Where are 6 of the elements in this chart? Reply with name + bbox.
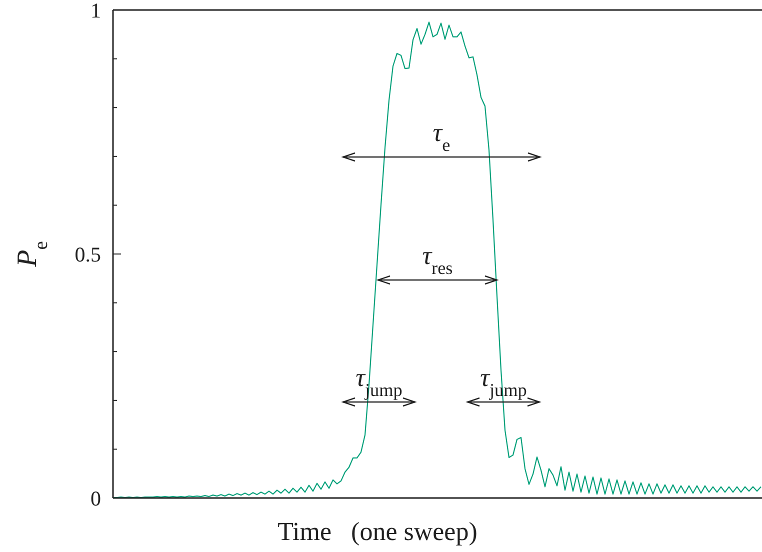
y-tick-label: 0.5 — [74, 242, 101, 266]
y-tick-label: 0 — [90, 486, 101, 510]
annotation: τ$_{res}$ — [422, 241, 453, 278]
x-axis-title: Time (one sweep) — [278, 517, 478, 546]
y-tick-label: 1 — [90, 0, 101, 22]
annotation: τ$_{e}$ — [432, 118, 450, 155]
